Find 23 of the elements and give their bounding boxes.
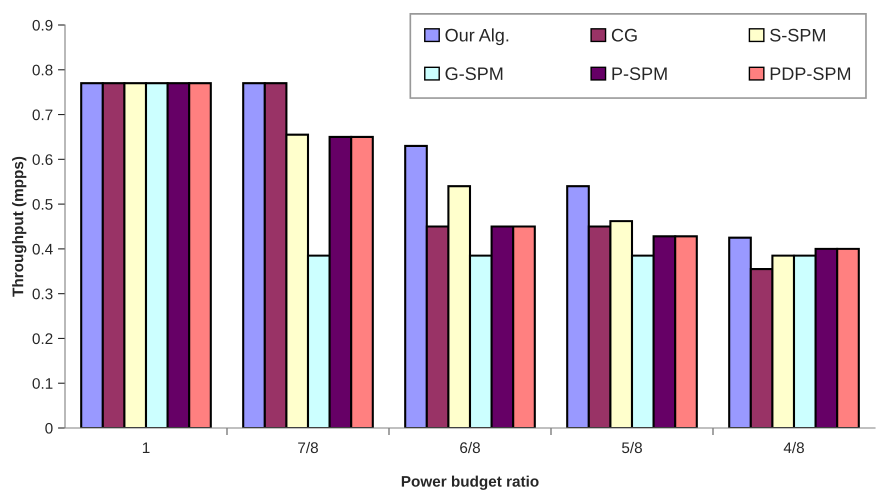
x-tick-label: 5/8 (622, 442, 642, 454)
y-tick-label: 0.4 (32, 244, 53, 255)
y-tick-label: 0 (45, 422, 53, 434)
y-tick-label: 0.2 (32, 333, 52, 344)
legend-label: CG (612, 28, 637, 42)
y-tick-label: 0.1 (32, 378, 52, 389)
legend-label: P-SPM (612, 67, 667, 80)
y-tick-label: 0.7 (32, 109, 52, 120)
x-tick-label: 4/8 (784, 442, 804, 454)
legend-label: PDP-SPM (770, 67, 850, 80)
x-tick-label: 1 (142, 442, 150, 453)
y-tick-label: 0.8 (32, 64, 53, 76)
y-axis-title: Throughput (mpps) (12, 156, 26, 297)
x-tick-label: 7/8 (298, 442, 318, 454)
y-tick-label: 0.5 (32, 198, 53, 210)
x-tick-label: 6/8 (460, 442, 480, 454)
legend-label: Our Alg. (445, 28, 508, 46)
y-tick-label: 0.3 (32, 288, 53, 300)
y-tick-label: 0.9 (32, 20, 52, 31)
legend-label: S-SPM (770, 28, 825, 42)
x-axis-title: Power budget ratio (402, 476, 539, 490)
legend-label: G-SPM (446, 67, 502, 80)
y-tick-label: 0.6 (32, 154, 53, 166)
